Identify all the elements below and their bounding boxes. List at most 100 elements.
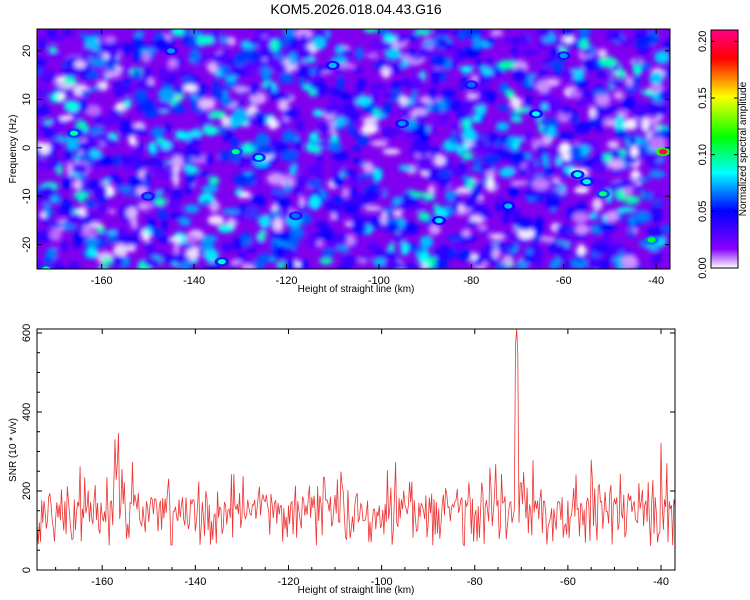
spectrogram-cell bbox=[441, 88, 457, 99]
spectrogram-cell bbox=[73, 241, 81, 249]
spectrogram-frame bbox=[36, 28, 671, 270]
spectrogram-cell bbox=[126, 234, 140, 246]
spectrogram-cell bbox=[96, 225, 106, 233]
spectrogram-cell bbox=[353, 93, 362, 100]
spectrogram-cell bbox=[394, 210, 403, 217]
spectrogram-cell bbox=[294, 160, 301, 167]
spectrogram-cell bbox=[540, 236, 556, 243]
spectrogram-cell bbox=[511, 46, 519, 55]
spectrogram-cell bbox=[501, 231, 515, 237]
spectrogram-cell bbox=[49, 119, 65, 132]
spectrogram-cell bbox=[389, 63, 403, 74]
spectrogram-cell bbox=[157, 207, 168, 221]
spectrogram-cell bbox=[577, 99, 585, 106]
spectrogram-cell bbox=[461, 127, 477, 142]
spectrogram-cell bbox=[282, 110, 297, 117]
spectrogram-cell bbox=[175, 85, 185, 95]
spectrogram-cell bbox=[381, 42, 392, 52]
spectrogram-cell bbox=[401, 194, 420, 207]
spectrogram-cell bbox=[305, 30, 313, 39]
spectrogram-peak bbox=[467, 82, 476, 88]
spectrogram-cell bbox=[440, 74, 448, 82]
spectrogram-cell bbox=[544, 195, 561, 210]
spectrogram-cell bbox=[632, 64, 642, 76]
spectrogram-cell bbox=[51, 195, 60, 204]
spectrogram-cell bbox=[615, 189, 626, 202]
spectrogram-cell bbox=[542, 117, 561, 128]
spectrogram-cell bbox=[235, 50, 253, 63]
spectrogram-cell bbox=[198, 171, 211, 177]
spectrogram-cell bbox=[648, 206, 663, 219]
spectrogram-cell bbox=[400, 241, 410, 256]
spectrogram-cell bbox=[446, 235, 463, 241]
spectrogram-cell bbox=[167, 196, 181, 211]
spectrogram-cell bbox=[131, 128, 149, 135]
spectrogram-cell bbox=[403, 222, 419, 235]
spectrogram-cell bbox=[63, 100, 80, 112]
spectrogram-cell bbox=[232, 86, 250, 93]
spectrogram-cell bbox=[396, 32, 407, 44]
spectrogram-cell bbox=[356, 77, 367, 90]
spectrogram-cell bbox=[163, 122, 172, 134]
spectrogram-cell bbox=[148, 141, 157, 154]
spectrogram-cell bbox=[58, 83, 75, 89]
spectrogram-cell bbox=[592, 179, 611, 189]
spectrogram-cell bbox=[383, 33, 397, 43]
spectrogram-cell bbox=[351, 131, 359, 137]
spectrogram-cell bbox=[125, 244, 137, 252]
spectrogram-cell bbox=[495, 201, 503, 213]
spectrogram-cell bbox=[109, 208, 116, 215]
spectrogram-cell bbox=[317, 121, 332, 134]
spectrogram-cell bbox=[196, 35, 214, 46]
spectrogram-cell bbox=[201, 185, 219, 193]
spectrogram-cell bbox=[85, 236, 99, 248]
spectrogram-cell bbox=[615, 69, 626, 79]
spectrogram-cell bbox=[187, 258, 199, 265]
spectrogram-cell bbox=[471, 114, 481, 123]
spectrogram-cell bbox=[94, 232, 110, 239]
spectrogram-cell bbox=[505, 243, 516, 250]
spectrogram-cell bbox=[651, 200, 665, 206]
spectrogram-cell bbox=[66, 162, 73, 177]
spectrogram-cell bbox=[289, 164, 298, 176]
spectrogram-cell bbox=[568, 90, 582, 99]
spectrogram-cell bbox=[218, 150, 230, 162]
spectrogram-cell bbox=[298, 195, 305, 208]
spectrogram-cell bbox=[161, 69, 172, 78]
spectrogram-cell bbox=[187, 29, 198, 36]
spectrogram-cell bbox=[382, 148, 401, 155]
spectrogram-cell bbox=[114, 84, 132, 95]
spectrogram-cell bbox=[169, 237, 182, 243]
colorbar-tick-label: 0.05 bbox=[697, 201, 709, 222]
spectrogram-cell bbox=[270, 39, 280, 52]
spectrogram-cell bbox=[414, 142, 432, 156]
spectrogram-cell bbox=[501, 211, 510, 225]
spectrogram-cell bbox=[98, 238, 107, 248]
spectrogram-cell bbox=[366, 52, 379, 59]
spectrogram-cell bbox=[404, 35, 419, 41]
spectrogram-cell bbox=[612, 169, 620, 175]
spectrogram-cell bbox=[606, 140, 620, 149]
spectrogram-cell bbox=[245, 209, 255, 215]
colorbar-label: Normalized spectral amplitude bbox=[738, 81, 749, 216]
spectrogram-cell bbox=[428, 124, 436, 135]
spectrogram-cell bbox=[165, 159, 173, 165]
spectrogram-cell bbox=[466, 99, 479, 110]
y-tick-label: 0 bbox=[21, 567, 33, 573]
spectrogram-cell bbox=[309, 195, 321, 209]
spectrogram-cell bbox=[217, 50, 231, 63]
spectrogram-cell bbox=[634, 34, 651, 39]
spectrogram-cell bbox=[592, 197, 603, 211]
spectrogram-cell bbox=[597, 48, 608, 58]
spectrogram-cell bbox=[72, 191, 91, 199]
spectrogram-cell bbox=[204, 249, 219, 263]
spectrogram-cell bbox=[521, 49, 539, 55]
spectrogram-cell bbox=[478, 210, 492, 220]
spectrogram-cell bbox=[384, 217, 398, 223]
spectrogram-peak bbox=[573, 171, 582, 178]
spectrogram-cell bbox=[488, 131, 499, 144]
spectrogram-cell bbox=[370, 90, 379, 104]
spectrogram-cell bbox=[183, 84, 198, 93]
spectrogram-cell bbox=[535, 216, 544, 229]
spectrogram-cell bbox=[77, 196, 85, 203]
